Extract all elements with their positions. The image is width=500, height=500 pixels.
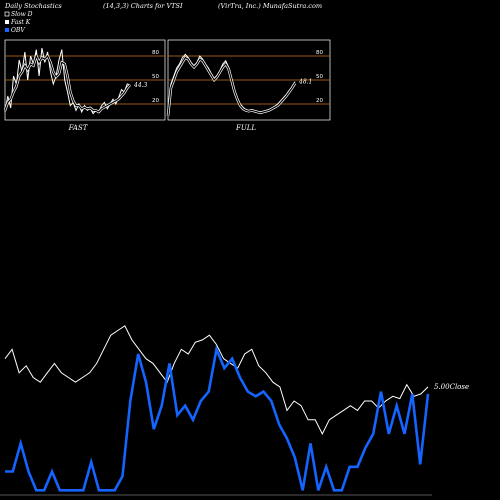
header-center: (14,3,3) Charts for VTSI — [103, 2, 183, 10]
legend-label-slow-d: Slow D — [11, 11, 33, 18]
legend-label-fast-k: Fast K — [10, 19, 31, 26]
fast-panel-title: FAST — [68, 124, 89, 132]
fast-last-value-label: 44.3 — [133, 82, 148, 89]
series-lines — [3, 47, 430, 492]
full-level-label-50: 50 — [316, 74, 323, 80]
legend-label-obv: OBV — [11, 27, 25, 34]
lower-close-line — [4, 325, 429, 436]
full-slow-d-line — [167, 56, 296, 117]
legend-swatch-obv — [5, 28, 9, 32]
full-level-label-20: 20 — [316, 98, 323, 104]
level-lines — [5, 55, 330, 105]
fast-level-label-20: 20 — [152, 98, 159, 104]
lower-obv-line — [5, 344, 430, 492]
legend: Slow D Fast K OBV — [4, 11, 33, 34]
full-panel-title: FULL — [235, 124, 256, 132]
header-right: (VirTra, Inc.) MunafaSutra.com — [218, 2, 322, 10]
value-labels: 20 50 80 44.3 20 50 80 48.1 5.00Close — [133, 50, 469, 391]
lower-last-value-label: 5.00Close — [434, 383, 469, 391]
fast-level-label-50: 50 — [152, 74, 159, 80]
header-left: Daily Stochastics — [4, 2, 62, 10]
full-last-value-label: 48.1 — [298, 79, 312, 86]
fast-slow-d-line — [4, 54, 131, 113]
legend-swatch-slow-d — [4, 11, 10, 17]
full-level-label-80: 80 — [316, 50, 323, 56]
legend-swatch-fast-k — [5, 20, 9, 24]
fast-level-label-80: 80 — [152, 50, 159, 56]
